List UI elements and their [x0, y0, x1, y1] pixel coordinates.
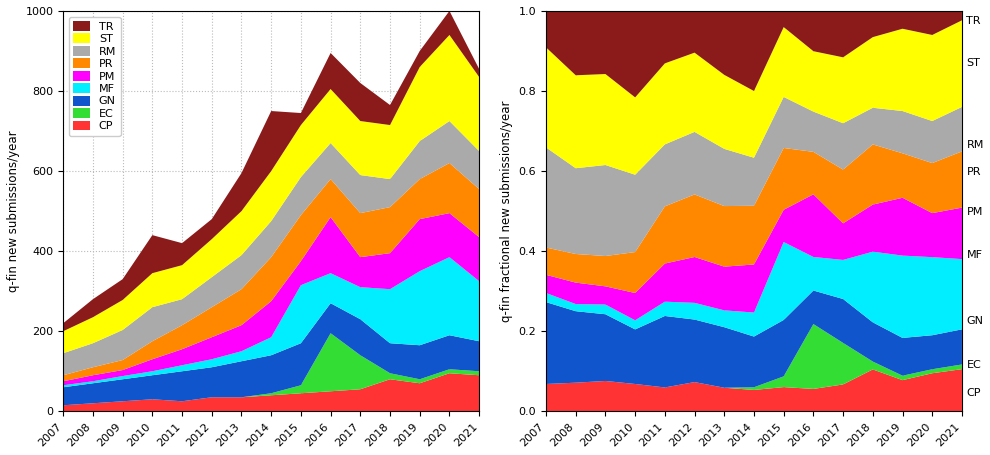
Y-axis label: q-fin new submissions/year: q-fin new submissions/year [7, 130, 20, 292]
Legend: TR, ST, RM, PR, PM, MF, GN, EC, CP: TR, ST, RM, PR, PM, MF, GN, EC, CP [68, 16, 121, 136]
Text: TR: TR [966, 16, 981, 26]
Text: GN: GN [966, 316, 983, 326]
Text: CP: CP [966, 388, 981, 398]
Text: RM: RM [966, 140, 984, 150]
Text: PR: PR [966, 167, 981, 177]
Y-axis label: q-fin fractional new submissions/year: q-fin fractional new submissions/year [500, 101, 513, 322]
Text: ST: ST [966, 58, 980, 68]
Text: MF: MF [966, 250, 982, 260]
Text: PM: PM [966, 207, 983, 217]
Text: EC: EC [966, 360, 981, 370]
